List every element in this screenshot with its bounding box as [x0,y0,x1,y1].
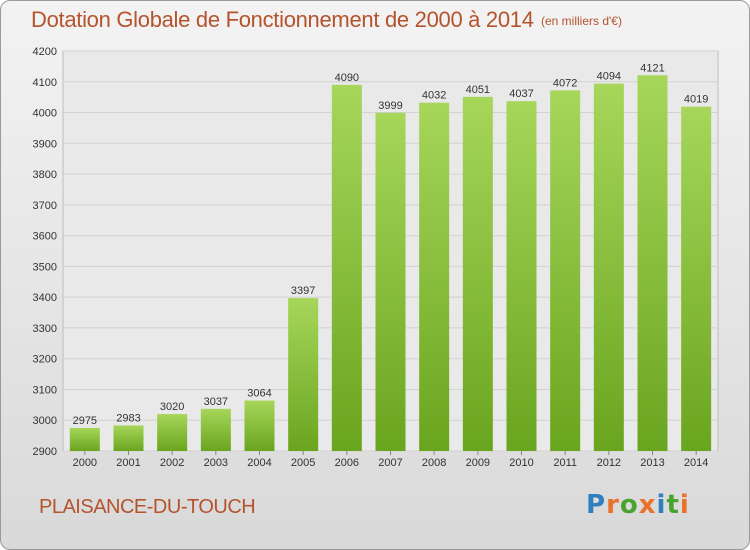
data-label: 4051 [466,84,490,96]
y-tick-label: 3000 [33,415,57,427]
bar-2007 [375,112,406,451]
chart-subtitle: (en milliers d'€) [541,14,622,28]
x-tick-label: 2002 [160,457,184,469]
x-tick-label: 2003 [204,457,228,469]
bars-group [69,75,712,452]
bar-2010 [506,101,537,452]
x-tick-label: 2004 [247,457,271,469]
bar-2000 [69,427,100,451]
bar-2006 [331,84,362,451]
y-tick-label: 4100 [33,77,57,89]
y-tick-label: 3700 [33,200,57,212]
y-tick-label: 3400 [33,292,57,304]
y-tick-label: 3500 [33,261,57,273]
logo-letter: o [619,490,639,520]
data-label: 3064 [247,388,271,400]
bar-2012 [593,83,624,451]
data-label: 2975 [73,415,97,427]
data-label: 3037 [204,396,228,408]
y-tick-label: 3100 [33,384,57,396]
x-tick-label: 2008 [422,457,446,469]
bar-2001 [113,425,144,451]
x-tick-label: 2011 [553,457,577,469]
bar-2011 [550,90,581,451]
y-tick-label: 3200 [33,354,57,366]
x-tick-label: 2009 [466,457,490,469]
bar-2009 [462,96,493,451]
data-label: 2983 [116,412,140,424]
logo-letter: t [666,490,680,520]
proxiti-logo: Proxiti [586,490,690,520]
logo-letter: r [606,490,620,520]
data-label: 4090 [335,72,359,84]
logo-letter: i [656,490,667,520]
logo-letter: P [586,490,607,520]
data-label: 4072 [553,77,577,89]
bar-2003 [200,408,231,451]
bar-2013 [637,75,668,452]
x-tick-label: 2005 [291,457,315,469]
bar-2002 [157,414,188,451]
x-tick-label: 2014 [684,457,708,469]
x-tick-label: 2001 [116,457,140,469]
commune-name: PLAISANCE-DU-TOUCH [39,496,256,518]
data-label: 4037 [509,88,533,100]
y-tick-label: 3900 [33,138,57,150]
logo-letter: i [679,490,690,520]
data-label: 4121 [640,62,664,74]
data-label: 4094 [597,71,621,83]
data-label: 3397 [291,285,315,297]
y-axis-labels: 2900 3000 3100 3200 3300 3400 3500 3600 3700 3800… [33,46,57,458]
data-label: 3020 [160,401,184,413]
y-tick-label: 3800 [33,169,57,181]
bar-2008 [419,102,450,451]
data-label: 3999 [378,100,402,112]
y-tick-label: 4200 [33,46,57,58]
y-tick-label: 3300 [33,323,57,335]
x-tick-label: 2007 [378,457,402,469]
data-label: 4032 [422,90,446,102]
logo-letter: x [638,490,657,520]
x-tick-label: 2013 [640,457,664,469]
x-tick-label: 2012 [597,457,621,469]
x-tick-label: 2006 [335,457,359,469]
chart-title: Dotation Globale de Fonctionnement de 20… [31,7,534,32]
bar-2005 [288,298,319,451]
y-tick-label: 2900 [33,446,57,458]
y-tick-label: 3600 [33,231,57,243]
x-axis-labels: 2000 2001 2002 2003 2004 2005 2006 2007 2008 2009… [73,451,708,469]
x-tick-label: 2000 [73,457,97,469]
data-label: 4019 [684,94,708,106]
data-labels: 2975 2983 3020 3037 3064 3397 4090 3999 4032 4051… [73,62,709,427]
x-tick-label: 2010 [509,457,533,469]
bar-2004 [244,400,275,451]
y-tick-label: 4000 [33,108,57,120]
bar-2014 [681,106,712,451]
